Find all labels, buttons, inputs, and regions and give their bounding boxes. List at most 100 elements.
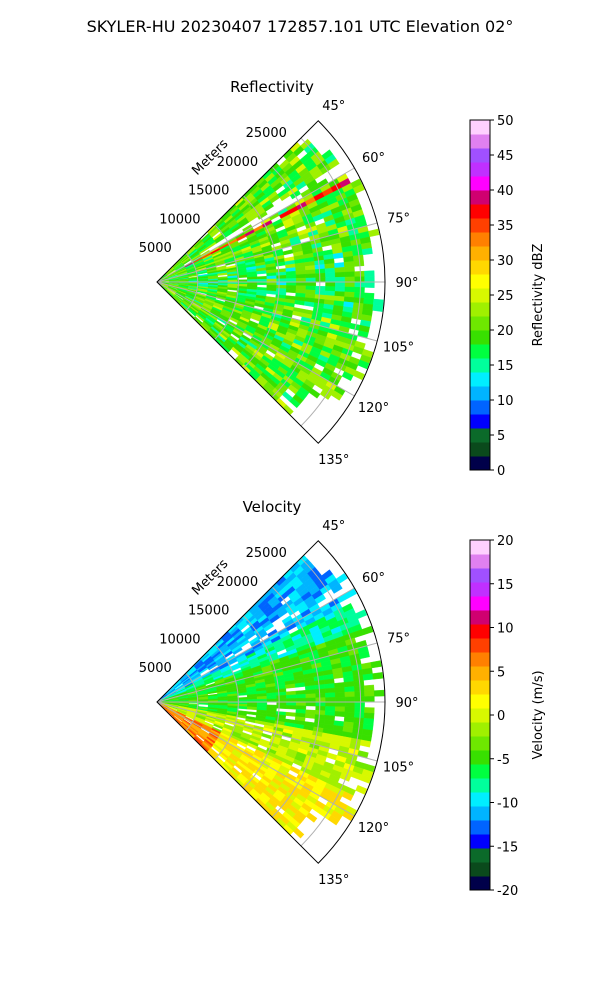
azimuth-tick-label: 135° <box>318 453 349 468</box>
velocity-frame <box>156 540 386 864</box>
range-tick-label: 15000 <box>188 184 229 199</box>
radar-gate <box>344 686 355 693</box>
colorbar-tick-label: 20 <box>497 324 514 339</box>
radar-gate <box>343 261 355 268</box>
radar-gate <box>352 370 365 381</box>
radar-gate <box>344 706 356 713</box>
radar-gate <box>315 277 326 283</box>
colorbar-tick-label: -15 <box>497 840 518 855</box>
range-tick-label: 5000 <box>139 661 172 676</box>
radar-gate <box>305 693 316 699</box>
colorbar-swatch <box>470 666 490 681</box>
colorbar-swatch <box>470 876 490 891</box>
radar-gate <box>276 704 287 709</box>
radar-gate <box>295 270 307 275</box>
radar-gate <box>334 682 345 689</box>
radar-gate <box>354 685 365 692</box>
colorbar-swatch <box>470 778 490 793</box>
colorbar-tick-label: 0 <box>497 464 505 479</box>
colorbar-swatch <box>470 218 490 233</box>
radar-gate <box>344 696 356 703</box>
azimuth-tick-label: 105° <box>383 761 414 776</box>
reflectivity-range-ticks: 5000 10000 15000 20000 25000 <box>139 126 287 256</box>
colorbar-tick-label: 50 <box>497 114 514 129</box>
colorbar-swatch <box>470 120 490 135</box>
radar-gate <box>198 702 209 705</box>
radar-gate <box>295 690 307 695</box>
radar-gate <box>305 281 316 287</box>
colorbar-swatch <box>470 722 490 737</box>
radar-gate <box>354 281 365 288</box>
velocity-colorbar: -20 -15 -10 -5 0 5 10 15 20 <box>469 534 518 899</box>
azimuth-spoke <box>156 701 355 817</box>
radar-gate <box>327 158 340 170</box>
radar-gate <box>295 281 307 287</box>
azimuth-tick-label: 105° <box>383 341 414 356</box>
radar-gate <box>314 593 326 604</box>
radar-gate <box>315 688 326 694</box>
colorbar-tick-label: -10 <box>497 797 518 812</box>
colorbar-swatch <box>470 232 490 247</box>
velocity-field <box>158 554 385 839</box>
radar-gate <box>362 673 374 681</box>
radar-gate <box>341 371 354 381</box>
radar-gate <box>286 698 297 703</box>
azimuth-tick-label: 45° <box>322 99 345 114</box>
radar-gate <box>325 277 336 283</box>
radar-gate <box>289 765 301 775</box>
radar-gate <box>334 691 346 698</box>
colorbar-tick-label: -20 <box>497 884 518 899</box>
radar-gate <box>354 701 365 708</box>
radar-gate <box>286 274 297 279</box>
radar-gate <box>295 693 307 699</box>
colorbar-swatch <box>470 540 490 555</box>
radar-gate <box>315 692 326 699</box>
radar-gate <box>354 690 365 698</box>
colorbar-swatch <box>470 260 490 275</box>
azimuth-tick-label: 75° <box>387 631 410 646</box>
colorbar-swatch <box>470 358 490 373</box>
radar-gate <box>334 267 346 273</box>
colorbar-swatch <box>470 638 490 653</box>
azimuth-spoke <box>156 587 355 703</box>
colorbar-swatch <box>470 134 490 149</box>
colorbar-swatch <box>470 820 490 835</box>
reflectivity-grid <box>156 137 385 427</box>
colorbar-tick-label: 5 <box>497 429 505 444</box>
colorbar-swatch <box>470 274 490 289</box>
radar-gate <box>325 286 336 292</box>
colorbar-swatch <box>470 764 490 779</box>
sector-outline <box>156 540 386 864</box>
colorbar-swatch <box>470 204 490 219</box>
radar-gate <box>261 732 273 740</box>
reflectivity-colorbar: 0 5 10 15 20 25 30 35 40 45 50 <box>469 114 514 479</box>
reflectivity-title: Reflectivity <box>230 78 314 96</box>
azimuth-spoke <box>156 281 355 397</box>
radar-gate <box>315 285 326 292</box>
radar-gate <box>372 304 384 312</box>
radar-gate <box>326 752 338 761</box>
radar-gate <box>276 281 287 286</box>
radar-gate <box>344 266 355 273</box>
radar-gate <box>325 272 336 278</box>
radar-gate <box>305 689 316 695</box>
radar-gate <box>276 275 287 280</box>
radar-gate <box>305 812 318 823</box>
radar-gate <box>339 772 352 782</box>
radar-gate <box>364 276 375 283</box>
radar-gate <box>305 269 316 275</box>
radar-gate <box>324 267 336 274</box>
radar-gate <box>334 286 346 293</box>
azimuth-tick-label: 60° <box>362 151 385 166</box>
colorbar-swatch <box>470 694 490 709</box>
radar-gate <box>295 273 307 279</box>
radar-gate <box>335 276 346 283</box>
radar-gate <box>344 286 356 293</box>
radar-gate <box>364 707 375 714</box>
colorbar-tick-label: 0 <box>497 709 505 724</box>
radar-gate <box>352 183 365 194</box>
radar-gate <box>247 276 258 280</box>
colorbar-swatch <box>470 330 490 345</box>
colorbar-swatch <box>470 302 490 317</box>
